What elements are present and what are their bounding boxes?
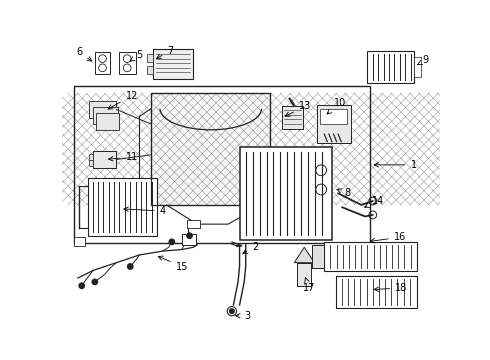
Text: 7: 7 [157, 46, 173, 58]
Circle shape [92, 279, 98, 285]
Text: 17: 17 [303, 278, 315, 293]
Bar [187, 220, 199, 228]
Bar [89, 101, 117, 118]
Bar [147, 54, 153, 62]
Circle shape [169, 239, 174, 244]
Bar [324, 242, 416, 271]
Bar [367, 51, 415, 83]
Bar [415, 57, 420, 77]
Circle shape [187, 233, 192, 238]
Bar [95, 53, 110, 74]
Text: 11: 11 [108, 152, 138, 162]
Bar [74, 86, 370, 243]
Bar [89, 154, 93, 160]
Bar [240, 147, 332, 239]
Bar [312, 245, 324, 268]
Bar [297, 263, 311, 286]
Text: 6: 6 [76, 48, 92, 61]
Bar [153, 49, 194, 78]
Text: 8: 8 [337, 188, 350, 198]
Text: 10: 10 [327, 98, 346, 114]
Text: 18: 18 [374, 283, 407, 293]
Bar [320, 109, 347, 124]
Bar [74, 237, 85, 247]
Bar [88, 178, 157, 236]
Text: 9: 9 [417, 55, 429, 65]
Text: 3: 3 [236, 311, 250, 321]
Circle shape [229, 309, 234, 314]
Bar [93, 151, 117, 168]
Text: 1: 1 [374, 160, 416, 170]
Text: 13: 13 [285, 101, 311, 116]
Text: 2: 2 [243, 242, 258, 253]
Text: 16: 16 [370, 232, 406, 243]
Text: 5: 5 [130, 50, 143, 61]
Bar [282, 106, 303, 130]
Text: 15: 15 [158, 256, 188, 271]
Polygon shape [294, 247, 314, 263]
Bar [147, 66, 153, 74]
Circle shape [79, 283, 84, 288]
Bar [151, 93, 270, 205]
Text: 4: 4 [124, 206, 166, 216]
Bar [119, 53, 136, 74]
Bar [151, 93, 270, 205]
Bar [317, 105, 351, 143]
Text: 12: 12 [108, 91, 138, 109]
Bar [182, 234, 196, 245]
Circle shape [127, 264, 133, 269]
Bar [93, 107, 118, 124]
Bar [89, 160, 93, 166]
Bar [96, 113, 120, 130]
Bar [336, 276, 416, 308]
Text: 14: 14 [365, 196, 384, 207]
